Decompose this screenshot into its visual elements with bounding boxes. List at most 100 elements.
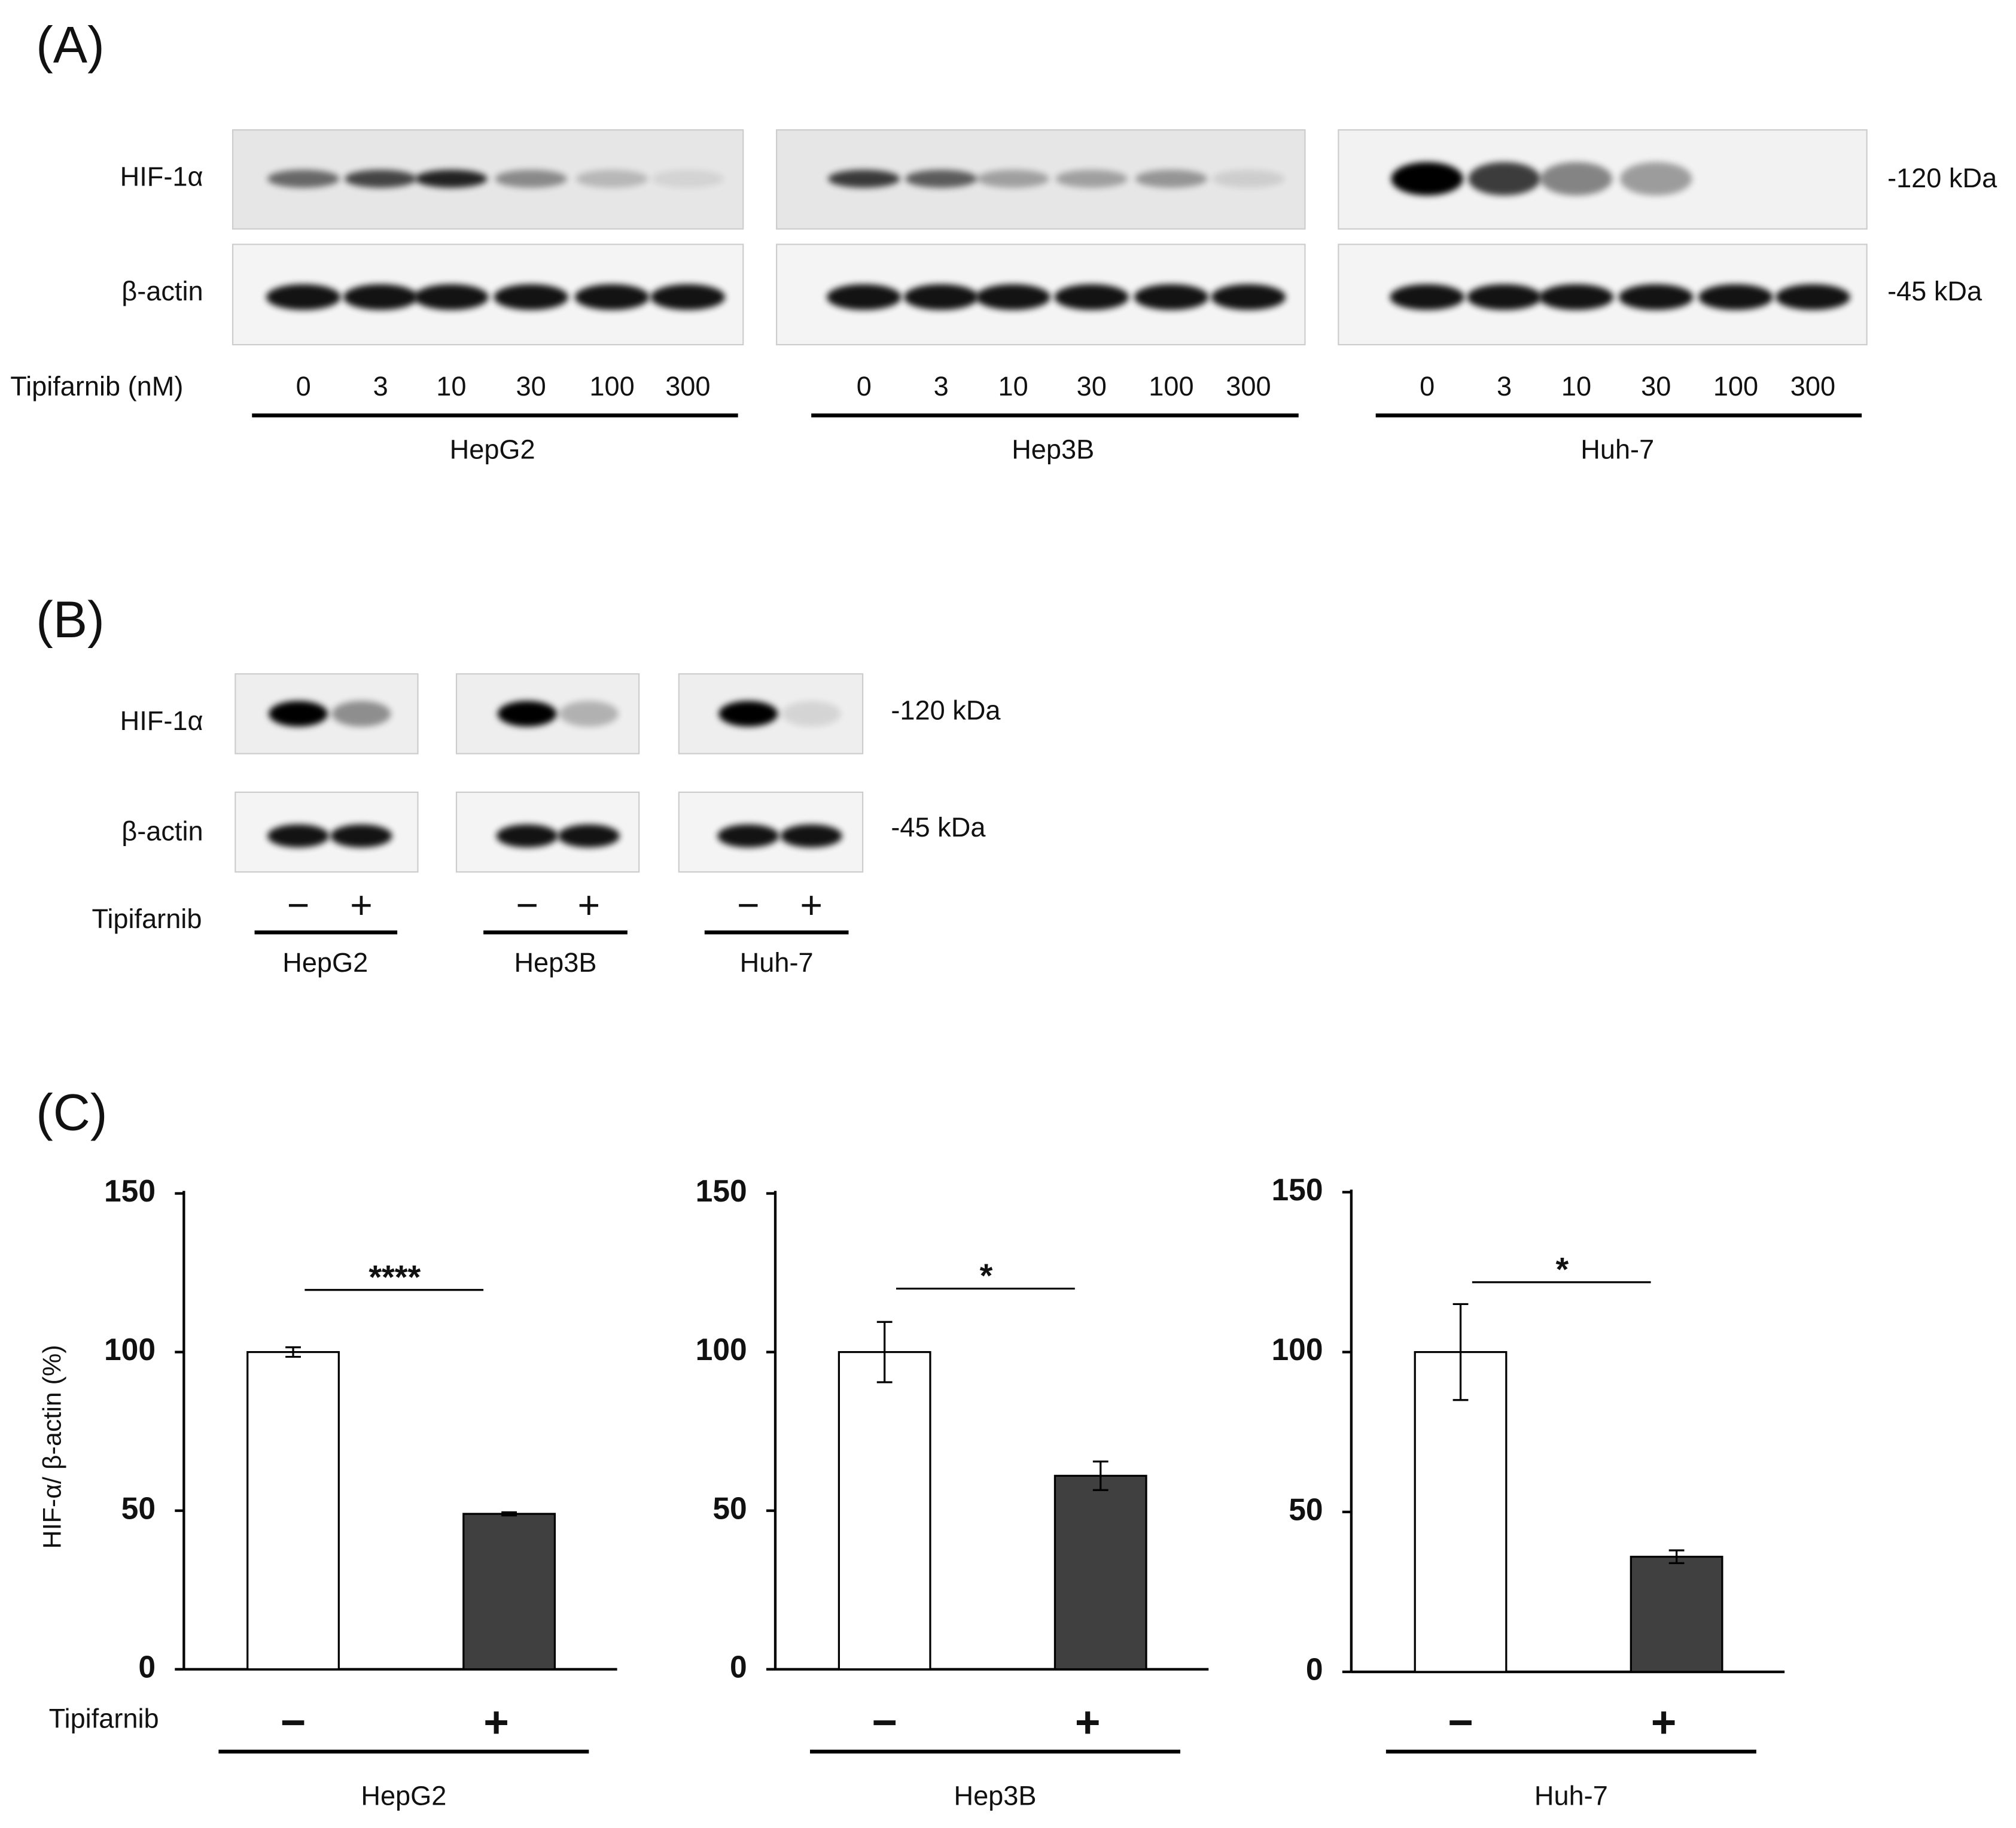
blot-band <box>267 169 340 188</box>
bar <box>246 1351 340 1671</box>
blot-band <box>1390 284 1464 311</box>
blot-band <box>497 701 557 727</box>
dose-label: 3 <box>934 371 949 402</box>
y-tick-label: 50 <box>712 1491 747 1525</box>
mw-label: -120 kDa <box>1887 163 1997 193</box>
row-label: β-actin <box>121 276 203 306</box>
condition-label: − <box>281 1699 306 1747</box>
blot-band <box>1391 162 1463 196</box>
dose-label: 300 <box>665 371 710 402</box>
cell-line-label: HepG2 <box>450 434 535 464</box>
blot-band <box>1539 284 1614 311</box>
row-label: HIF-1α <box>120 162 203 192</box>
cell-line-label: Hep3B <box>1012 434 1094 464</box>
mw-label: -45 kDa <box>1887 276 1982 306</box>
significance-label: * <box>1555 1250 1569 1288</box>
cell-line-label: Hep3B <box>514 947 596 978</box>
y-tick-label: 100 <box>104 1332 156 1367</box>
cell-line-label: HepG2 <box>361 1781 446 1811</box>
row-label: β-actin <box>121 816 203 847</box>
condition-label: − <box>287 883 310 926</box>
y-tick-label: 150 <box>696 1173 747 1208</box>
blot-band <box>1134 284 1209 311</box>
blot-band <box>1618 284 1694 311</box>
bar <box>1630 1556 1723 1673</box>
blot-band <box>558 824 620 848</box>
error-bar <box>285 1346 301 1358</box>
blot-band <box>1698 284 1773 311</box>
dose-label: 30 <box>516 371 546 402</box>
treatment-label: Tipifarnib <box>92 904 202 934</box>
condition-label: + <box>350 883 373 926</box>
blot-band <box>574 284 650 311</box>
y-tick-label: 0 <box>1306 1652 1323 1687</box>
blot-band <box>903 284 979 311</box>
panel-label: (A) <box>36 16 105 74</box>
blot-band <box>343 284 418 311</box>
blot-band <box>344 169 417 188</box>
treatment-label: Tipifarnib <box>49 1704 159 1734</box>
blot-band <box>330 824 392 848</box>
condition-label: + <box>1651 1699 1677 1747</box>
dose-label: 10 <box>998 371 1028 402</box>
y-axis-label: HIF-α/ β-actin (%) <box>38 1345 67 1549</box>
panel-label: (C) <box>36 1084 107 1141</box>
blot-band <box>1054 284 1129 311</box>
dose-label: 100 <box>1149 371 1193 402</box>
dose-label: 300 <box>1790 371 1835 402</box>
dose-label: 100 <box>1713 371 1758 402</box>
blot-band <box>1468 162 1540 196</box>
bar <box>1053 1474 1147 1671</box>
cell-line-label: Huh-7 <box>740 947 814 978</box>
blot-band <box>781 701 841 727</box>
blot-band <box>267 824 330 848</box>
blot-band <box>826 284 902 311</box>
blot-band <box>1620 162 1692 196</box>
dose-label: 0 <box>857 371 872 402</box>
error-bar <box>1092 1460 1109 1491</box>
error-bar <box>1668 1549 1685 1564</box>
condition-label: + <box>578 883 601 926</box>
error-bar <box>501 1511 517 1517</box>
condition-label: − <box>737 883 760 926</box>
blot-band <box>1467 284 1542 311</box>
blot-band <box>415 169 488 188</box>
blot-band <box>266 284 341 311</box>
dose-label: 300 <box>1226 371 1271 402</box>
blot-band <box>494 284 568 311</box>
blot-band <box>905 169 977 188</box>
y-tick-label: 0 <box>730 1649 747 1684</box>
dose-label: 0 <box>296 371 311 402</box>
y-tick-label: 0 <box>138 1649 156 1684</box>
mw-label: -120 kDa <box>891 695 1001 726</box>
condition-label: − <box>872 1699 897 1747</box>
blot-band <box>495 169 567 188</box>
blot-band <box>650 284 726 311</box>
blot-band <box>1211 284 1286 311</box>
bar <box>1414 1351 1508 1673</box>
bar <box>838 1351 931 1671</box>
blot-band <box>269 701 328 727</box>
blot-band <box>1135 169 1208 188</box>
error-bar <box>876 1321 893 1383</box>
blot-band <box>1055 169 1128 188</box>
condition-label: − <box>516 883 538 926</box>
panel-label: (B) <box>36 591 105 649</box>
y-tick-label: 50 <box>1289 1492 1323 1526</box>
significance-label: * <box>980 1257 993 1294</box>
error-bar <box>1452 1303 1469 1401</box>
y-tick-label: 100 <box>1271 1332 1323 1367</box>
y-tick-label: 150 <box>104 1173 156 1208</box>
cell-line-label: Huh-7 <box>1580 434 1654 464</box>
cell-line-label: HepG2 <box>282 947 368 978</box>
dose-label: 30 <box>1641 371 1671 402</box>
blot-band <box>828 169 900 188</box>
condition-label: + <box>483 1699 509 1747</box>
blot-band <box>717 824 779 848</box>
dose-label: 10 <box>1561 371 1591 402</box>
y-tick-label: 100 <box>696 1332 747 1367</box>
blot-band <box>1540 162 1613 196</box>
dose-label: 30 <box>1077 371 1107 402</box>
significance-label: **** <box>369 1258 421 1295</box>
